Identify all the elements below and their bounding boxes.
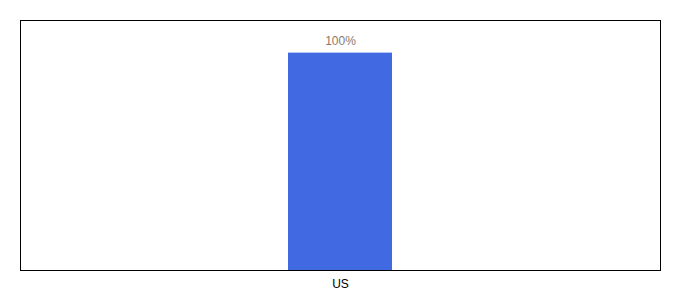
svg-text:100%: 100% [325,34,356,48]
svg-text:US: US [332,277,349,291]
